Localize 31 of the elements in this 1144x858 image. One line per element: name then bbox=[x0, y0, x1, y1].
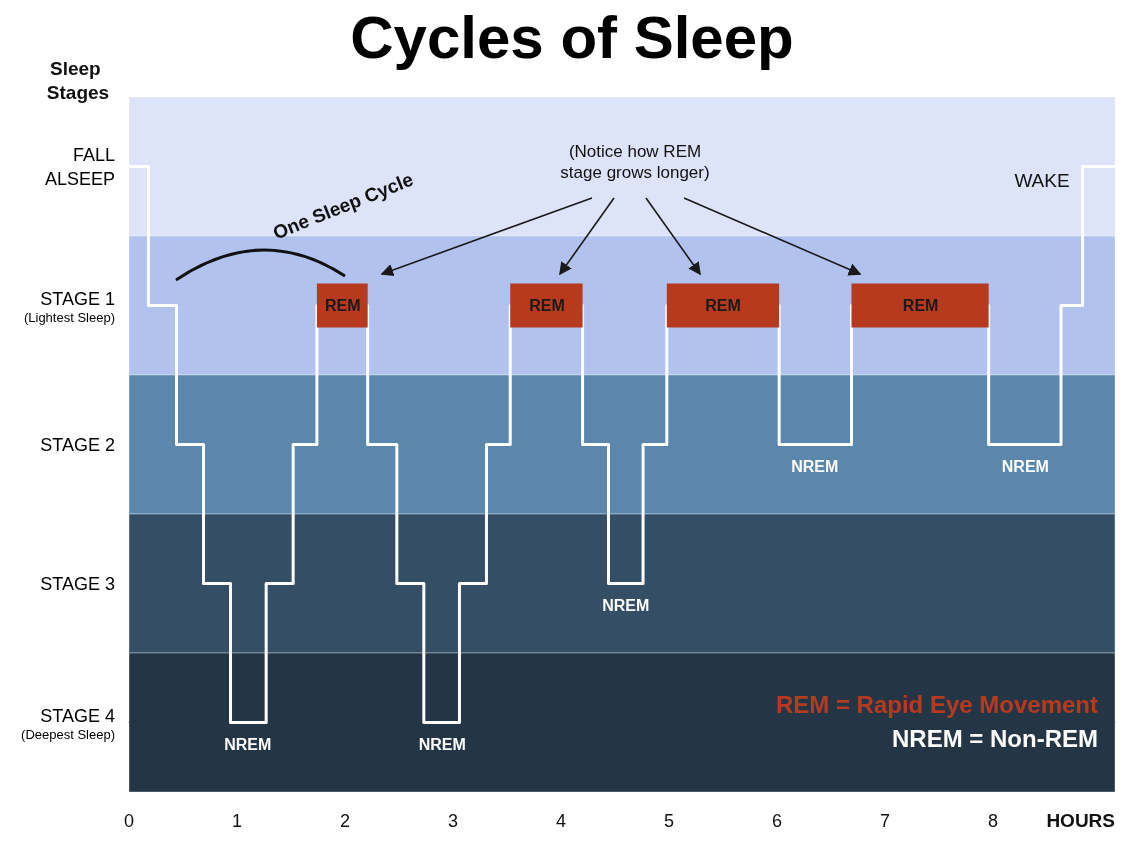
band-label: STAGE 4 (Deepest Sleep) bbox=[21, 706, 115, 742]
x-tick-label: 3 bbox=[447, 811, 458, 831]
annotation: NREM bbox=[602, 597, 650, 614]
y-axis-title: Sleep Stages bbox=[46, 57, 110, 103]
x-tick-label: 8 bbox=[987, 811, 998, 831]
x-tick-label: 5 bbox=[663, 811, 674, 831]
annotation: NREM bbox=[418, 736, 466, 753]
annotation: NREM bbox=[224, 736, 272, 753]
x-tick-label: 6 bbox=[771, 811, 782, 831]
annotation: NREM bbox=[791, 458, 839, 475]
x-tick-label: 1 bbox=[231, 811, 242, 831]
band-label: STAGE 2 bbox=[40, 434, 115, 455]
annotation: REM bbox=[325, 297, 361, 314]
band-label: STAGE 3 bbox=[40, 573, 115, 594]
x-tick-label: 7 bbox=[879, 811, 890, 831]
annotation: REM bbox=[902, 297, 939, 314]
x-tick-label: 4 bbox=[555, 811, 566, 831]
annotation: One Sleep Cycle bbox=[269, 168, 417, 244]
annotation: NREM bbox=[1001, 458, 1049, 475]
annotation: REM bbox=[529, 297, 565, 314]
annotation: REM = Rapid Eye Movement bbox=[775, 690, 1099, 718]
annotation: REM bbox=[705, 297, 741, 314]
x-axis-title: HOURS bbox=[1046, 809, 1115, 831]
annotation: (Notice how REM stage grows longer) bbox=[560, 142, 710, 182]
band-label: FALL ALSEEP bbox=[44, 144, 115, 189]
x-tick-label: 2 bbox=[339, 811, 350, 831]
chart-title: Cycles of Sleep bbox=[350, 3, 794, 71]
band-label: STAGE 1 (Lightest Sleep) bbox=[23, 289, 115, 325]
x-tick-label: 0 bbox=[123, 811, 135, 831]
annotation: WAKE bbox=[1014, 169, 1070, 191]
text: NREM = Non-REM bbox=[892, 724, 1098, 752]
